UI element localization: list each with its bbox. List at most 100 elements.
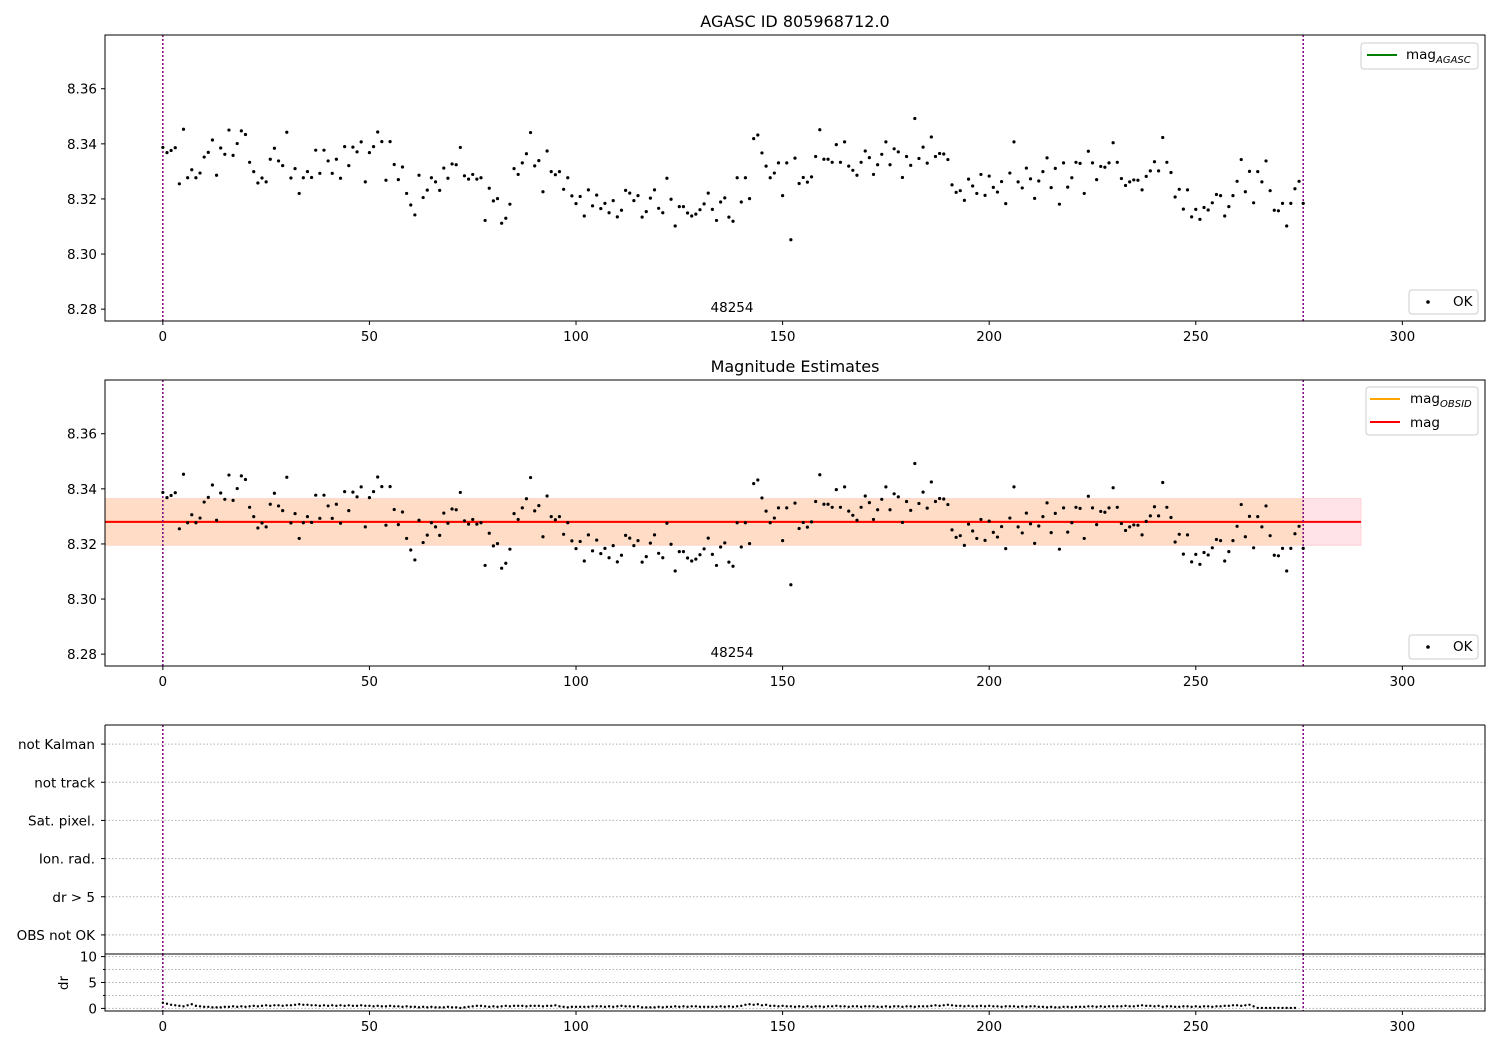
x-tick-label: 250 <box>1183 1019 1209 1035</box>
dr-point <box>1078 1005 1082 1009</box>
data-point-ok <box>863 494 867 498</box>
dr-point <box>174 1004 177 1007</box>
data-point-ok <box>983 193 987 197</box>
data-point-ok <box>999 524 1004 529</box>
panel-dr-ylabel: dr <box>56 975 72 990</box>
dr-point <box>281 1004 284 1008</box>
data-point-ok <box>1260 525 1264 529</box>
data-point-ok <box>355 150 359 154</box>
data-point-ok <box>1074 160 1078 164</box>
dr-point <box>260 1004 264 1008</box>
data-point-ok <box>727 215 731 219</box>
dr-point <box>1103 1005 1107 1009</box>
dr-point <box>558 1005 561 1008</box>
data-point-ok <box>1057 547 1062 551</box>
data-point-ok <box>909 508 913 512</box>
data-point-ok <box>508 547 512 551</box>
dr-point <box>508 1005 512 1008</box>
dr-point <box>669 1005 673 1009</box>
data-point-ok <box>582 214 586 218</box>
dr-point <box>1235 1004 1239 1007</box>
data-point-ok <box>690 214 694 218</box>
data-point-ok <box>1190 215 1194 219</box>
data-point-ok <box>243 132 248 137</box>
data-point-ok <box>1165 505 1169 509</box>
dr-point <box>698 1005 702 1009</box>
data-point-ok <box>198 171 202 175</box>
data-point-ok <box>1045 501 1049 505</box>
data-point-ok <box>1090 161 1095 165</box>
dr-point <box>1111 1005 1115 1008</box>
data-point-ok <box>946 502 950 507</box>
dr-point <box>1293 1006 1297 1010</box>
dr-point <box>789 1005 793 1008</box>
data-point-ok <box>731 219 735 223</box>
data-point-ok <box>214 173 219 177</box>
data-point-ok <box>405 536 409 541</box>
data-point-ok <box>223 152 227 156</box>
data-point-ok <box>644 555 648 559</box>
dr-point <box>847 1005 850 1009</box>
dr-point <box>781 1004 784 1008</box>
data-point-ok <box>479 176 483 180</box>
legend-ok-label: OK <box>1453 639 1474 655</box>
dr-point <box>1240 1004 1243 1008</box>
data-point-ok <box>1132 523 1136 527</box>
dr-point <box>1074 1005 1078 1009</box>
y-tick-label: 8.32 <box>67 192 97 208</box>
dr-point <box>496 1005 499 1009</box>
data-point-ok <box>1293 187 1297 191</box>
dr-point <box>764 1003 768 1006</box>
dr-point <box>1091 1005 1094 1008</box>
data-point-ok <box>301 176 305 180</box>
data-point-ok <box>1049 186 1053 190</box>
data-point-ok <box>1202 550 1206 555</box>
data-point-ok <box>842 140 847 144</box>
data-point-ok <box>409 203 413 207</box>
data-point-ok <box>367 151 372 155</box>
data-point-ok <box>343 489 347 494</box>
data-point-ok <box>1008 171 1012 175</box>
data-point-ok <box>190 513 194 517</box>
data-point-ok <box>1156 169 1161 173</box>
data-point-ok <box>1119 521 1124 526</box>
dr-point <box>215 1006 218 1009</box>
dr-point <box>723 1005 726 1009</box>
dr-point <box>748 1003 751 1006</box>
dr-point <box>277 1004 280 1007</box>
data-point-ok <box>462 174 467 178</box>
data-point-ok <box>702 202 706 206</box>
data-point-ok <box>966 522 971 526</box>
data-point-ok <box>855 518 859 522</box>
dr-point <box>550 1004 553 1008</box>
data-point-ok <box>673 224 677 228</box>
data-point-ok <box>719 545 723 549</box>
data-point-ok <box>471 517 475 522</box>
data-point-ok <box>1111 486 1115 490</box>
data-point-ok <box>165 496 169 500</box>
data-point-ok <box>1289 546 1293 550</box>
data-point-ok <box>603 546 607 550</box>
data-point-ok <box>768 176 772 180</box>
data-point-ok <box>1066 530 1070 534</box>
dr-point <box>302 1003 305 1006</box>
y-tick-label: 8.30 <box>67 592 97 608</box>
data-point-ok <box>624 533 628 538</box>
data-point-ok <box>760 496 764 500</box>
data-point-ok <box>475 177 479 181</box>
data-point-ok <box>553 173 557 177</box>
dr-point <box>289 1004 293 1007</box>
data-point-ok <box>429 176 434 180</box>
dr-point <box>926 1005 929 1008</box>
data-point-ok <box>1082 536 1086 541</box>
data-point-ok <box>1128 525 1132 529</box>
dr-point <box>1054 1006 1057 1009</box>
data-point-ok <box>702 547 706 551</box>
data-point-ok <box>962 543 967 547</box>
dr-point <box>1124 1004 1127 1008</box>
data-point-ok <box>1272 553 1276 557</box>
dr-point <box>194 1004 198 1008</box>
data-point-ok <box>351 490 355 494</box>
data-point-ok <box>640 560 644 564</box>
data-point-ok <box>1119 176 1124 181</box>
